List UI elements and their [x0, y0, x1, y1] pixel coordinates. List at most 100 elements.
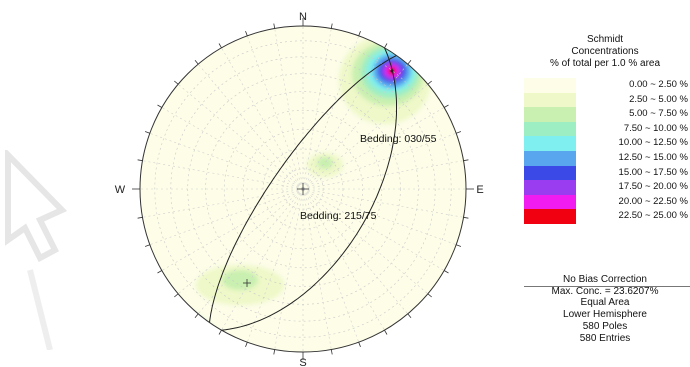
legend-swatch: [524, 165, 576, 181]
azimuth-tick: [157, 270, 163, 274]
legend-range-label: 20.00 ~ 22.50 %: [618, 195, 688, 207]
legend-range-label: 22.50 ~ 25.00 %: [618, 210, 688, 222]
legend-swatch: [524, 194, 576, 210]
azimuth-tick: [456, 244, 462, 247]
azimuth-tick: [330, 23, 333, 29]
bedding-great-circle: [221, 47, 397, 331]
contour-center-2: [317, 157, 333, 169]
legend-swatch: [524, 209, 576, 224]
poles-count-text: 580 Poles: [582, 321, 628, 332]
grid-radial: [302, 35, 359, 190]
azimuth-tick: [463, 216, 469, 219]
grid-radial: [221, 188, 304, 331]
legend-title-method: Schmidt: [586, 34, 624, 45]
east-label: E: [476, 184, 483, 196]
great-circles: [209, 47, 397, 331]
grid-radial: [302, 188, 445, 271]
azimuth-tick: [384, 329, 388, 335]
grid-radial: [142, 160, 304, 190]
legend-range-label: 12.50 ~ 15.00 %: [618, 151, 688, 163]
grid-radial: [149, 188, 304, 245]
grid-radial: [302, 188, 429, 295]
legend-range-label: 2.50 ~ 5.00 %: [629, 93, 688, 105]
grid-radial: [302, 63, 409, 190]
azimuth-tick: [427, 293, 432, 298]
grid-radial: [302, 188, 332, 350]
legend-range-label: 15.00 ~ 17.50 %: [618, 166, 688, 178]
grid-radial: [197, 63, 304, 190]
grid-radial: [161, 107, 304, 190]
grid-circle: [243, 129, 364, 250]
azimuth-tick: [443, 104, 449, 108]
plane-label-1: Bedding: 030/55: [360, 133, 437, 145]
legend-title-units: % of total per 1.0 % area: [549, 58, 661, 69]
contour-sw-2: [222, 270, 258, 290]
legend-row: 17.50 ~ 20.00 %: [520, 180, 690, 195]
grid-radial: [149, 133, 304, 190]
arrow-watermark-icon: [5, 150, 68, 350]
grid-radial: [302, 188, 464, 218]
legend-title-concentrations: Concentrations: [571, 46, 639, 57]
legend-range-label: 5.00 ~ 7.50 %: [629, 108, 688, 120]
grid-radial: [302, 107, 445, 190]
grid-circle: [154, 40, 452, 338]
west-label: W: [115, 184, 126, 196]
grid-radial: [302, 188, 359, 343]
azimuth-tick: [463, 159, 469, 162]
grid-radial: [274, 188, 304, 350]
info-separator: [524, 286, 690, 287]
legend-row: 2.50 ~ 5.00 %: [520, 92, 690, 108]
azimuth-tick: [384, 43, 388, 49]
entries-count-text: 580 Entries: [579, 333, 631, 344]
grid-radial: [247, 188, 304, 343]
azimuth-tick: [273, 23, 276, 29]
azimuth-tick: [273, 349, 276, 355]
azimuth-ticks: [132, 18, 474, 360]
projection-text: Equal Area: [580, 297, 630, 308]
azimuth-tick: [144, 244, 150, 247]
grid-radial: [247, 35, 304, 190]
plane-label-2: Bedding: 215/75: [300, 210, 377, 222]
grid-radial: [177, 188, 304, 295]
azimuth-tick: [245, 342, 248, 348]
grid-radial: [161, 188, 304, 271]
grid-radial: [302, 188, 457, 245]
legend-swatch: [524, 78, 576, 93]
grid-radial: [302, 160, 464, 190]
legend-swatch: [524, 180, 576, 195]
max-concentration-text: Max. Conc. = 23.6207%: [551, 286, 659, 297]
grid-radial: [302, 188, 385, 331]
legend-swatch: [524, 121, 576, 137]
legend-row: 7.50 ~ 10.00 %: [520, 121, 690, 137]
azimuth-tick: [218, 329, 222, 335]
legend-swatch: [524, 92, 576, 108]
azimuth-tick: [137, 216, 143, 219]
azimuth-tick: [358, 30, 361, 36]
azimuth-tick: [358, 342, 361, 348]
north-label: N: [299, 11, 307, 23]
azimuth-tick: [137, 159, 143, 162]
net-grid: [140, 26, 466, 352]
azimuth-tick: [443, 270, 449, 274]
legend-row: 20.00 ~ 22.50 %: [520, 194, 690, 210]
azimuth-tick: [194, 313, 199, 318]
azimuth-tick: [456, 131, 462, 134]
grid-circle: [170, 56, 436, 322]
legend-title: Schmidt Concentrations % of total per 1.…: [520, 34, 690, 70]
projection-info: Equal Area Lower Hemisphere 580 Poles 58…: [520, 297, 690, 345]
grid-radial: [302, 133, 457, 190]
legend-row: 5.00 ~ 7.50 %: [520, 107, 690, 122]
azimuth-tick: [427, 80, 432, 85]
hemisphere-text: Lower Hemisphere: [563, 309, 647, 320]
grid-circle: [223, 109, 383, 269]
max-point-marker: [390, 69, 394, 73]
center-cross: [297, 183, 309, 195]
azimuth-tick: [194, 60, 199, 65]
grid-radial: [302, 83, 429, 190]
azimuth-tick: [174, 80, 179, 85]
azimuth-tick: [144, 131, 150, 134]
azimuth-tick: [218, 43, 222, 49]
legend-swatch: [524, 150, 576, 166]
legend-range-label: 0.00 ~ 2.50 %: [629, 79, 688, 90]
legend-row: 12.50 ~ 15.00 %: [520, 150, 690, 166]
